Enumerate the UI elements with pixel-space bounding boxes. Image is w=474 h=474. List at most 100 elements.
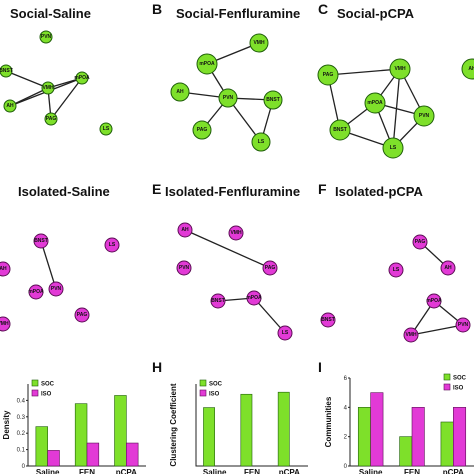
node-label-pvn: PVN	[41, 34, 52, 40]
node-label-pag: PAG	[265, 265, 276, 271]
node-label-ah: AH	[181, 227, 189, 233]
node-label-ls: LS	[258, 139, 265, 145]
node-label-ls: LS	[390, 145, 397, 151]
node-pvn	[48, 281, 64, 297]
bar-soc-saline	[203, 407, 215, 467]
edge-pvn-vmh	[410, 324, 464, 336]
category-label: FEN	[79, 468, 95, 474]
node-pag	[192, 120, 212, 140]
node-ls	[104, 237, 120, 253]
node-pvn	[413, 105, 435, 127]
title-isolated-pcpa: Isolated-pCPA	[335, 184, 423, 199]
bar-soc-saline	[35, 426, 48, 467]
chart-clustering-coefficient: Clustering Coefficient Saline FEN pCPA SOC IS…	[169, 379, 308, 474]
network-isolated-saline: BNST LS AH PVN mPOA PAG VMH	[0, 233, 120, 332]
panel-b-letter: B	[152, 1, 162, 17]
y-tick-label: 2	[344, 435, 348, 441]
bar-iso-fen	[411, 407, 425, 467]
node-ah	[177, 222, 193, 238]
category-label: pCPA	[443, 468, 464, 474]
node-label-vmh: VMH	[230, 230, 242, 236]
panel-i-letter: I	[318, 359, 322, 375]
node-ah	[170, 82, 190, 102]
bar-soc-fen	[240, 393, 253, 467]
legend-label-iso: ISO	[453, 386, 464, 392]
node-label-mpoa: mPOA	[28, 289, 44, 295]
node-label-pag: PAG	[77, 312, 88, 318]
chart-density: 0 0.1 0.2 0.3 0.4 Density Saline FEN pCPA SOC ISO	[2, 379, 146, 474]
node-label-ah: AH	[0, 266, 7, 272]
node-ah	[440, 260, 456, 276]
node-vmh	[228, 225, 244, 241]
y-axis-label: Clustering Coefficient	[169, 383, 178, 466]
node-vmh	[389, 58, 411, 80]
node-bnst	[0, 64, 13, 78]
network-isolated-fenfluramine: AH VMH PVN PAG BNST mPOA LS	[176, 222, 293, 341]
legend-label-soc: SOC	[41, 382, 55, 388]
y-tick-label: 0.3	[17, 415, 26, 421]
node-label-ah: AH	[468, 66, 474, 72]
bar-soc-fen	[74, 403, 88, 467]
network-social-pcpa: VMH AH PAG mPOA PVN BNST LS	[317, 58, 474, 159]
node-label-mpoa: mPOA	[426, 298, 442, 304]
node-label-mpoa: mPOA	[246, 295, 262, 301]
node-label-pvn: PVN	[458, 322, 469, 328]
node-pag	[262, 260, 278, 276]
node-vmh	[41, 81, 55, 95]
edge-bnst-vmh	[5, 70, 49, 89]
y-tick-label: 0.2	[17, 431, 26, 437]
node-label-ls: LS	[103, 126, 110, 132]
node-label-mpoa: mPOA	[367, 100, 383, 106]
y-tick-label: 0	[22, 464, 26, 470]
node-label-mpoa: mPOA	[199, 61, 215, 67]
node-label-vmh: VMH	[405, 332, 417, 338]
edge-mpoa-ls	[253, 297, 286, 334]
node-mpoa	[246, 290, 262, 306]
node-vmh	[403, 327, 419, 343]
node-mpoa	[426, 293, 442, 309]
node-ls	[99, 122, 113, 136]
category-label: FEN	[244, 468, 260, 474]
legend-swatch-iso	[31, 389, 39, 397]
node-bnst	[33, 233, 49, 249]
node-bnst	[329, 119, 351, 141]
node-label-pag: PAG	[323, 72, 334, 78]
category-label: pCPA	[116, 468, 137, 474]
node-label-bnst: BNST	[211, 298, 225, 304]
node-pag	[412, 234, 428, 250]
legend-label-soc: SOC	[209, 382, 223, 388]
node-mpoa	[28, 284, 44, 300]
node-pvn	[176, 260, 192, 276]
node-mpoa	[364, 92, 386, 114]
node-label-ah: AH	[176, 89, 184, 95]
edge-pag-vmh	[327, 68, 401, 76]
bar-soc-pcpa	[114, 395, 127, 467]
panel-h-letter: H	[152, 359, 162, 375]
legend-label-soc: SOC	[453, 376, 467, 382]
category-label: Saline	[203, 468, 227, 474]
legend-swatch-soc	[31, 379, 39, 387]
bar-soc-pcpa	[440, 421, 454, 467]
y-tick-label: 4	[344, 405, 348, 411]
bar-iso-saline	[47, 450, 60, 467]
bar-soc-saline	[357, 407, 371, 467]
category-label: FEN	[404, 468, 420, 474]
node-label-bnst: BNST	[333, 127, 347, 133]
axes	[195, 384, 308, 467]
node-label-pag: PAG	[197, 127, 208, 133]
edge-bnst-pvn	[40, 240, 57, 290]
y-tick-label: 6	[344, 376, 348, 382]
category-label: pCPA	[279, 468, 300, 474]
y-tick-label: 0.4	[17, 398, 26, 404]
node-pag	[317, 64, 339, 86]
chart-communities: 0 2 4 6 Communities Saline FEN pCPA SOC ISO	[324, 373, 474, 474]
bar-iso-pcpa	[126, 442, 139, 467]
panel-e-letter: E	[152, 181, 161, 197]
bar-soc-fen	[399, 436, 413, 467]
panel-c-letter: C	[318, 1, 328, 17]
legend-swatch-iso	[199, 389, 207, 397]
y-axis-label: Communities	[324, 396, 333, 447]
legend-swatch-iso	[443, 383, 451, 391]
node-label-ls: LS	[282, 330, 289, 336]
